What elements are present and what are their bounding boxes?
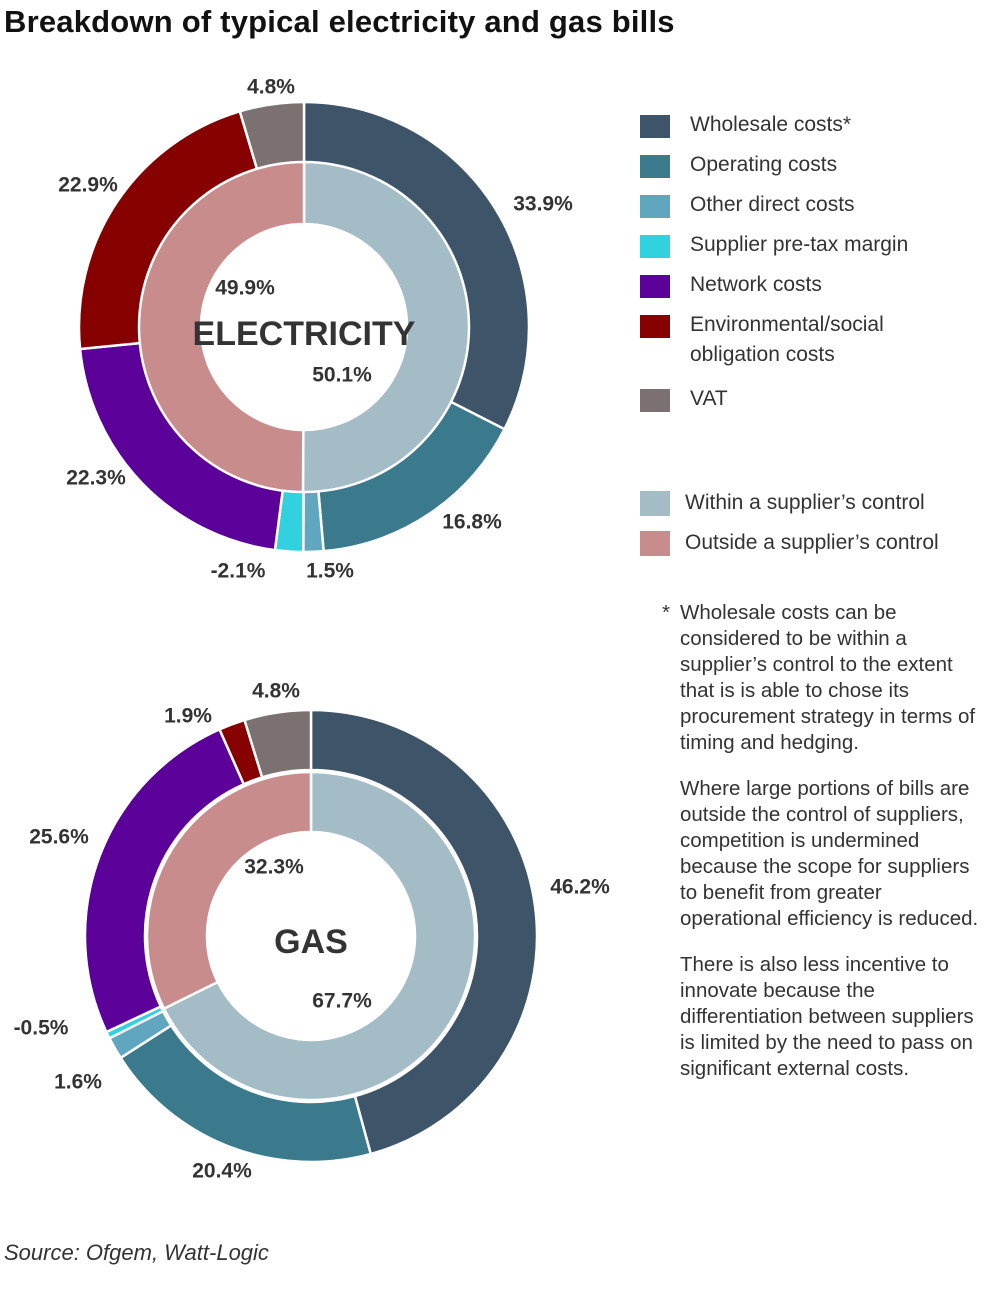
outer-value-label: 22.9% [58,174,118,197]
legend-label: Other direct costs [690,193,855,216]
inner-value-label: 49.9% [215,277,275,300]
outer-value-label: 33.9% [513,193,573,216]
outer-value-label: 46.2% [550,876,610,899]
legend-swatch [640,155,670,178]
legend-label: Operating costs [690,153,838,176]
inner-slice-outside-a-supplier-s-control [137,160,306,494]
legend-swatch [640,115,670,138]
legend-item-vat: VAT [640,384,728,414]
outer-value-label: 4.8% [252,680,300,703]
legend-item-environmental: Environmental/social obligation costs [640,310,884,370]
outer-value-label: 20.4% [192,1160,252,1183]
inner-value-label: 50.1% [312,364,372,387]
legend-label: Supplier pre-tax margin [690,233,909,256]
chart-title: Breakdown of typical electricity and gas… [4,4,675,39]
legend-label: VAT [690,387,728,410]
footnote-asterisk: * [662,601,670,624]
outer-value-label: 22.3% [66,467,126,490]
legend-label: Wholesale costs* [690,113,852,136]
legend-swatch [640,315,670,338]
inner-slice-within-a-supplier-s-control [162,770,477,1102]
legend-swatch [640,530,670,556]
legend-swatch [640,275,670,298]
source-note: Source: Ofgem, Watt-Logic [4,1240,269,1265]
note-paragraph-competition: Where large portions of bills are outsid… [680,777,979,930]
notes-panel: * Wholesale costs can be considered to b… [662,600,982,1082]
outer-value-label: 1.9% [164,705,212,728]
legend-item-network: Network costs [640,270,822,300]
gas-donut-chart: 46.2% 20.4% 1.6% -0.5% 25.6% 1.9% 4.8% 67.7% 32.… [14,680,611,1183]
legend-item-wholesale: Wholesale costs* [640,110,851,140]
wholesale-footnote: * Wholesale costs can be considered to b… [662,600,982,756]
electricity-donut-chart: 33.9% 16.8% 1.5% -2.1% 22.3% 22.9% 4.8% 50.1% 49… [58,76,573,583]
note-paragraph-innovation: There is also less incentive to innovate… [680,953,974,1080]
legend-swatch [640,490,670,516]
donut-center-label: GAS [274,923,348,961]
inner-value-label: 32.3% [244,856,304,879]
inner-slice-within-a-supplier-s-control [301,160,471,494]
legend-label: Network costs [690,273,822,296]
legend-item-other-direct: Other direct costs [640,190,855,220]
outer-value-label: 16.8% [442,511,502,534]
legend-item-margin: Supplier pre-tax margin [640,230,908,260]
legend-swatch [640,389,670,412]
legend-swatch [640,195,670,218]
legend-label: Environmental/social obligation costs [690,313,884,366]
inner-value-label: 67.7% [312,990,372,1013]
legend-swatch [640,235,670,258]
legend-label: Within a supplier’s control [685,491,925,514]
outer-slice-vat [242,708,313,779]
outer-value-label: 1.6% [54,1071,102,1094]
outer-slice-wholesale-costs [309,708,539,1156]
legend-item-operating: Operating costs [640,150,837,180]
outer-value-label: 25.6% [29,826,89,849]
donut-center-label: ELECTRICITY [193,315,416,353]
outer-value-label: 1.5% [306,560,354,583]
legend-item-outside-control: Outside a supplier’s control [640,528,939,558]
inner-slice-outside-a-supplier-s-control [145,770,313,1011]
outer-value-label: -0.5% [14,1017,69,1040]
outer-value-label: 4.8% [247,76,295,99]
donut-charts: 33.9% 16.8% 1.5% -2.1% 22.3% 22.9% 4.8% 50.1% 49… [14,76,611,1183]
outer-value-label: -2.1% [211,560,266,583]
legend-item-within-control: Within a supplier’s control [640,488,925,518]
footnote-text: Wholesale costs can be considered to be … [680,601,976,754]
legend-label: Outside a supplier’s control [685,531,939,554]
